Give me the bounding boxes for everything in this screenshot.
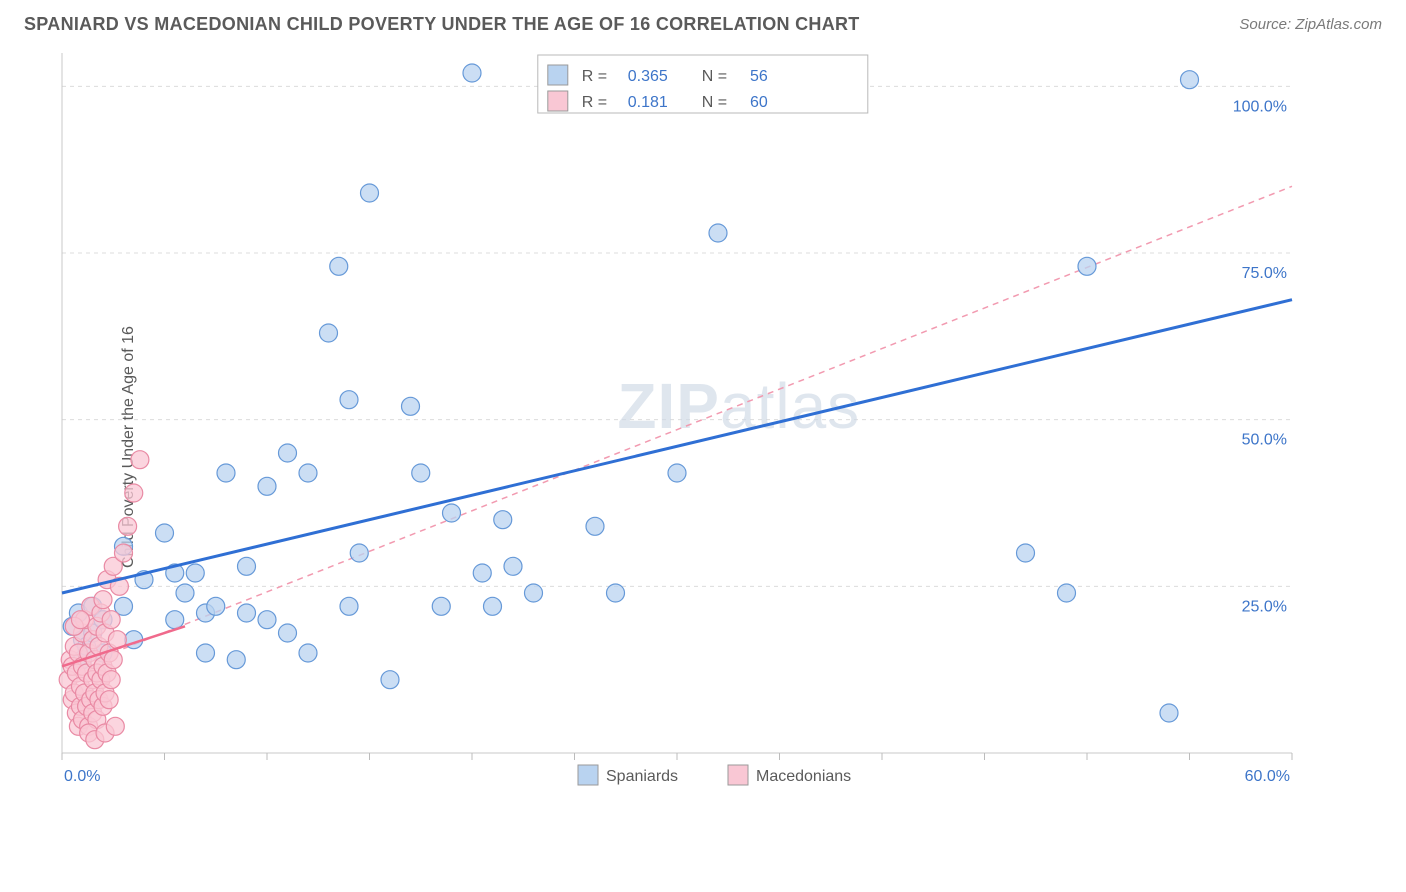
data-point-spaniard	[504, 557, 522, 575]
data-point-macedonian	[102, 611, 120, 629]
data-point-macedonian	[115, 544, 133, 562]
data-point-spaniard	[238, 604, 256, 622]
scatter-plot: 25.0%50.0%75.0%100.0%0.0%60.0%ZIPatlasR …	[42, 43, 1382, 813]
data-point-spaniard	[330, 257, 348, 275]
stats-r-value: 0.365	[628, 68, 668, 85]
legend-label-macedonians: Macedonians	[756, 768, 851, 785]
data-point-spaniard	[258, 477, 276, 495]
data-point-spaniard	[586, 517, 604, 535]
stats-legend-swatch	[548, 65, 568, 85]
data-point-spaniard	[484, 597, 502, 615]
data-point-macedonian	[125, 484, 143, 502]
data-point-spaniard	[350, 544, 368, 562]
stats-r-label: R =	[582, 68, 607, 85]
data-point-spaniard	[279, 624, 297, 642]
data-point-spaniard	[320, 324, 338, 342]
chart-container: Child Poverty Under the Age of 16 25.0%5…	[0, 43, 1406, 851]
data-point-spaniard	[258, 611, 276, 629]
data-point-spaniard	[340, 597, 358, 615]
stats-n-value: 56	[750, 68, 768, 85]
data-point-spaniard	[197, 644, 215, 662]
data-point-spaniard	[412, 464, 430, 482]
data-point-spaniard	[1058, 584, 1076, 602]
data-point-spaniard	[217, 464, 235, 482]
data-point-spaniard	[279, 444, 297, 462]
trend-line-spaniards	[62, 300, 1292, 593]
data-point-spaniard	[668, 464, 686, 482]
source-attribution: Source: ZipAtlas.com	[1239, 16, 1382, 33]
data-point-spaniard	[432, 597, 450, 615]
x-label-right: 60.0%	[1245, 768, 1290, 785]
data-point-spaniard	[156, 524, 174, 542]
stats-n-label: N =	[702, 68, 727, 85]
legend-label-spaniards: Spaniards	[606, 768, 678, 785]
data-point-spaniard	[340, 391, 358, 409]
data-point-spaniard	[299, 644, 317, 662]
data-point-macedonian	[94, 591, 112, 609]
data-point-macedonian	[71, 611, 89, 629]
source-prefix: Source:	[1239, 16, 1295, 33]
data-point-macedonian	[119, 517, 137, 535]
y-tick-label: 75.0%	[1242, 265, 1287, 282]
data-point-spaniard	[494, 511, 512, 529]
x-label-left: 0.0%	[64, 768, 100, 785]
data-point-spaniard	[361, 184, 379, 202]
data-point-spaniard	[1160, 704, 1178, 722]
data-point-spaniard	[473, 564, 491, 582]
data-point-macedonian	[106, 717, 124, 735]
stats-r-value: 0.181	[628, 94, 668, 111]
stats-n-label: N =	[702, 94, 727, 111]
stats-n-value: 60	[750, 94, 768, 111]
data-point-spaniard	[1078, 257, 1096, 275]
data-point-spaniard	[207, 597, 225, 615]
data-point-spaniard	[381, 671, 399, 689]
data-point-spaniard	[709, 224, 727, 242]
trend-line-macedonians-dashed	[62, 186, 1292, 673]
data-point-spaniard	[1181, 71, 1199, 89]
data-point-spaniard	[186, 564, 204, 582]
data-point-spaniard	[402, 397, 420, 415]
y-tick-label: 25.0%	[1242, 598, 1287, 615]
chart-header: SPANIARD VS MACEDONIAN CHILD POVERTY UND…	[0, 0, 1406, 43]
stats-legend-swatch	[548, 91, 568, 111]
data-point-spaniard	[525, 584, 543, 602]
y-tick-label: 100.0%	[1233, 98, 1287, 115]
data-point-spaniard	[607, 584, 625, 602]
data-point-macedonian	[104, 651, 122, 669]
legend-swatch-macedonians	[728, 765, 748, 785]
data-point-spaniard	[166, 611, 184, 629]
data-point-macedonian	[131, 451, 149, 469]
data-point-spaniard	[299, 464, 317, 482]
data-point-spaniard	[463, 64, 481, 82]
chart-title: SPANIARD VS MACEDONIAN CHILD POVERTY UND…	[24, 14, 860, 35]
stats-r-label: R =	[582, 94, 607, 111]
data-point-spaniard	[443, 504, 461, 522]
data-point-spaniard	[227, 651, 245, 669]
data-point-spaniard	[238, 557, 256, 575]
y-tick-label: 50.0%	[1242, 432, 1287, 449]
data-point-macedonian	[100, 691, 118, 709]
legend-swatch-spaniards	[578, 765, 598, 785]
data-point-macedonian	[102, 671, 120, 689]
source-name: ZipAtlas.com	[1295, 16, 1382, 33]
data-point-spaniard	[1017, 544, 1035, 562]
data-point-spaniard	[176, 584, 194, 602]
